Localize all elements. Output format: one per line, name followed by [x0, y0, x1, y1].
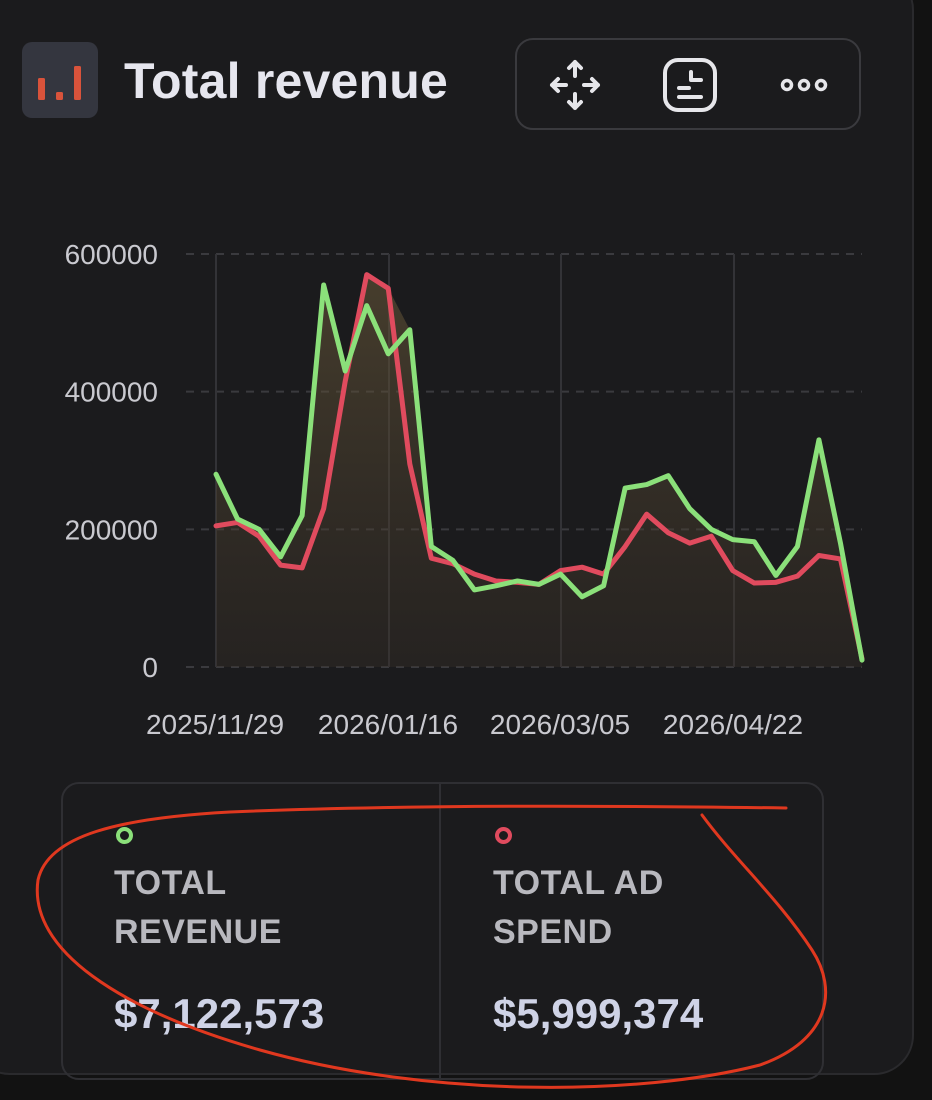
bar-chart-icon — [22, 42, 98, 118]
series-line-total-revenue — [213, 282, 865, 663]
legend-divider — [439, 782, 441, 1080]
chart-toolbar — [515, 38, 861, 130]
y-tick-label: 200000 — [65, 514, 158, 545]
page-title: Total revenue — [124, 53, 448, 109]
revenue-label: TOTAL REVENUE — [114, 864, 282, 951]
chart-settings-button[interactable] — [655, 50, 725, 120]
line-chart: 600000 400000 200000 0 2025/11/29 2026/01/16 2… — [65, 239, 865, 740]
revenue-value: $7,122,573 — [114, 990, 325, 1037]
y-tick-label: 600000 — [65, 239, 158, 270]
ad-spend-value: $5,999,374 — [493, 990, 704, 1037]
y-tick-label: 0 — [142, 652, 158, 683]
chart-settings-icon — [663, 58, 717, 112]
revenue-dot-icon — [116, 827, 133, 844]
y-tick-label: 400000 — [65, 377, 158, 408]
ad-spend-dot-icon — [495, 827, 512, 844]
ad-spend-label: TOTAL AD SPEND — [493, 864, 664, 951]
x-tick-label: 2026/04/22 — [663, 709, 803, 740]
more-button[interactable] — [769, 50, 839, 120]
move-icon — [550, 60, 600, 110]
x-tick-label: 2026/01/16 — [318, 709, 458, 740]
area-fill — [216, 274, 862, 667]
move-button[interactable] — [540, 50, 610, 120]
x-tick-label: 2026/03/05 — [490, 709, 630, 740]
x-tick-label: 2025/11/29 — [146, 709, 284, 740]
more-icon — [780, 78, 828, 92]
